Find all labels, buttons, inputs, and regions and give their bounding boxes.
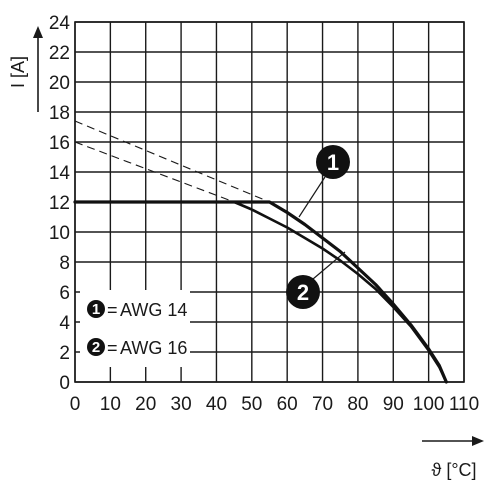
- y-tick-label-12: 12: [49, 193, 70, 214]
- y-tick-label-18: 18: [49, 103, 70, 124]
- x-axis-label: ϑ [°C]: [431, 460, 476, 480]
- legend-badge-1: [87, 300, 105, 318]
- y-tick-label-14: 14: [49, 163, 71, 184]
- series-badges: 12: [286, 145, 350, 309]
- series-2-extrapolated-line: [74, 141, 235, 203]
- y-tick-label-8: 8: [59, 253, 70, 274]
- legend-item-2: 2 = AWG 16: [87, 338, 187, 358]
- y-tick-label-0: 0: [59, 373, 70, 394]
- series-1-leader-line: [298, 176, 326, 218]
- legend-label-2: AWG 16: [120, 338, 187, 358]
- series-lines: [73, 120, 448, 384]
- x-tick-labels: 0 10 20 30 40 50 60 70 80 90 100 110: [70, 394, 479, 415]
- series-2-badge: [286, 275, 320, 309]
- x-tick-label-30: 30: [171, 394, 192, 415]
- x-axis-label-group: ϑ [°C]: [422, 436, 484, 480]
- y-tick-label-10: 10: [49, 223, 70, 244]
- x-tick-label-60: 60: [277, 394, 298, 415]
- y-tick-label-22: 22: [49, 43, 70, 64]
- y-axis-arrowhead: [33, 26, 43, 38]
- y-tick-label-6: 6: [59, 283, 70, 304]
- y-tick-label-4: 4: [59, 313, 70, 334]
- x-tick-label-80: 80: [347, 394, 368, 415]
- series-1-badge: [316, 145, 350, 179]
- series-2-badge-number: 2: [297, 280, 309, 305]
- x-tick-label-110: 110: [449, 394, 479, 415]
- legend-item-1: 1 = AWG 14: [87, 300, 187, 320]
- legend: 1 = AWG 14 2 = AWG 16: [80, 290, 190, 367]
- series-2-line: [73, 200, 448, 384]
- y-axis-label: I [A]: [8, 56, 28, 88]
- x-axis-arrowhead: [472, 436, 484, 446]
- y-axis-label-group: I [A]: [8, 26, 43, 112]
- series-1-extrapolated-line: [74, 120, 270, 203]
- y-tick-label-24: 24: [49, 13, 71, 34]
- legend-label-1: AWG 14: [120, 300, 187, 320]
- legend-badge-2-number: 2: [92, 339, 100, 356]
- legend-equals-1: =: [107, 300, 118, 320]
- y-tick-label-16: 16: [49, 133, 70, 154]
- legend-badge-1-number: 1: [92, 301, 100, 318]
- y-tick-label-2: 2: [59, 343, 70, 364]
- series-1-badge-number: 1: [327, 150, 339, 175]
- x-tick-label-90: 90: [383, 394, 404, 415]
- x-tick-label-40: 40: [206, 394, 227, 415]
- x-tick-label-0: 0: [70, 394, 81, 415]
- legend-badge-2: [87, 338, 105, 356]
- x-tick-label-10: 10: [100, 394, 121, 415]
- y-tick-label-20: 20: [49, 73, 70, 94]
- x-tick-label-70: 70: [312, 394, 333, 415]
- x-tick-label-20: 20: [135, 394, 156, 415]
- x-tick-label-50: 50: [241, 394, 262, 415]
- x-tick-label-100: 100: [413, 394, 445, 415]
- legend-equals-2: =: [107, 338, 118, 358]
- series-2-leader-line: [312, 251, 346, 280]
